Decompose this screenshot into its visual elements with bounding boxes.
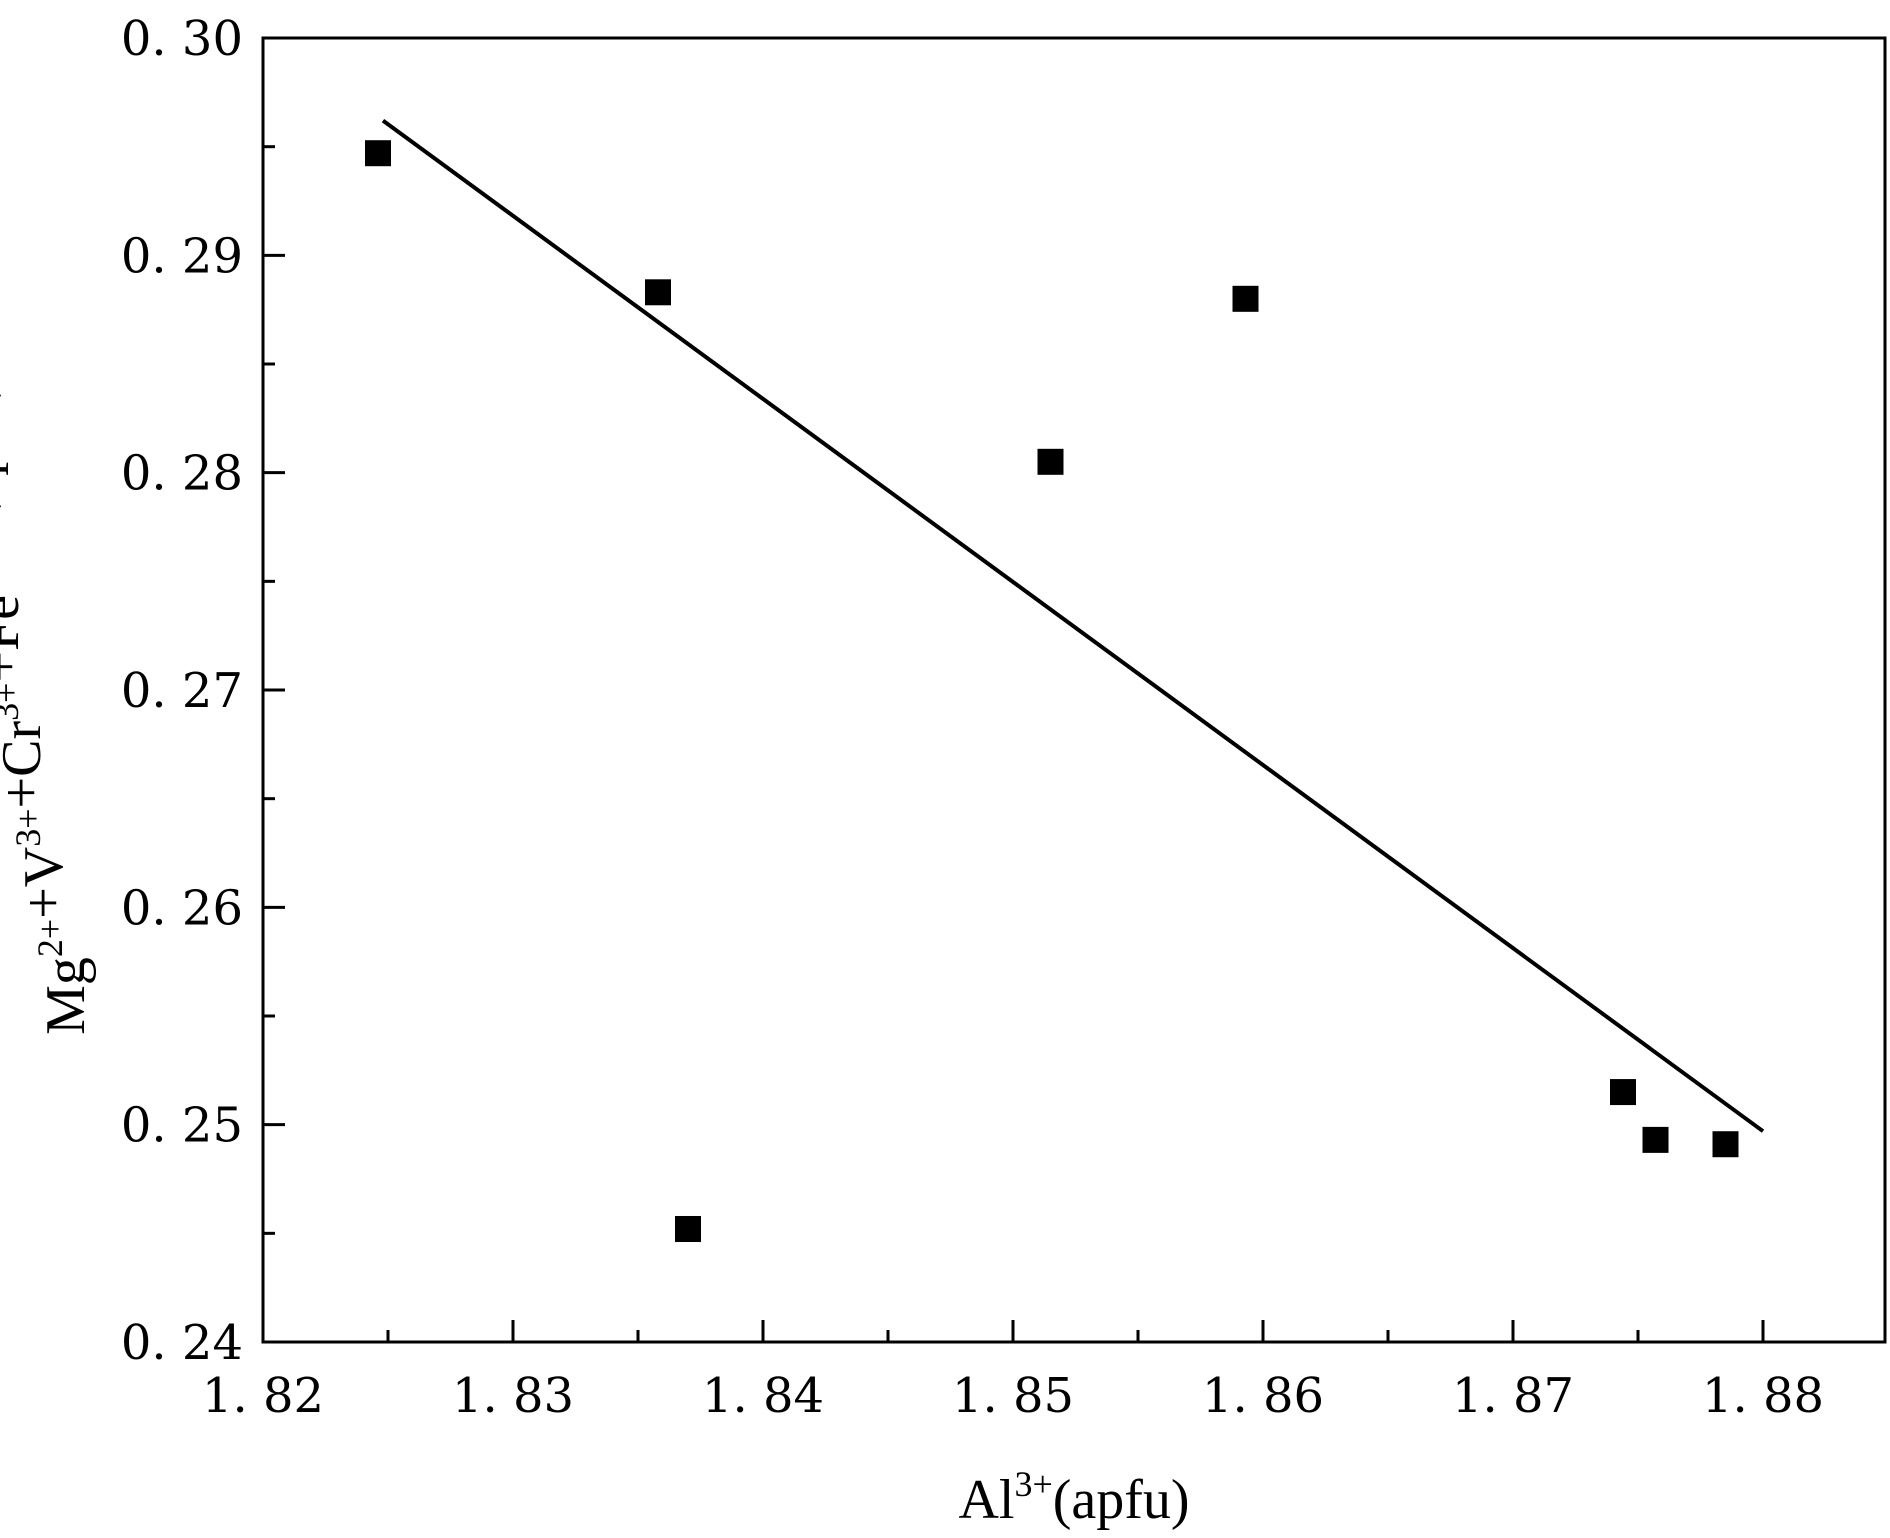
tick-labels: 1. 82 1. 83 1. 84 1. 85 1. 86 1. 87 1. 88 0. 24…	[121, 11, 1824, 1424]
data-point	[645, 279, 671, 306]
y-tick-label: 0. 30	[121, 11, 243, 67]
x-tick-label: 1. 83	[452, 1368, 574, 1424]
x-tick-label: 1. 84	[702, 1368, 824, 1424]
data-point	[365, 140, 391, 167]
y-tick-label: 0. 25	[121, 1098, 243, 1154]
plot-frame	[261, 36, 1887, 1344]
data-point	[675, 1215, 701, 1242]
y-axis-title: Mg2++V3++Cr3++Fe2+（apfu）	[0, 345, 97, 1035]
axis-ticks	[261, 36, 1765, 1344]
data-points	[365, 140, 1739, 1242]
data-point	[1037, 448, 1064, 475]
data-point	[1610, 1079, 1636, 1106]
x-tick-label: 1. 86	[1202, 1368, 1324, 1424]
y-tick-label: 0. 26	[121, 880, 243, 936]
x-axis-title: Al3+(apfu)	[958, 1464, 1189, 1531]
y-tick-label: 0. 29	[121, 228, 243, 284]
x-tick-label: 1. 82	[202, 1368, 324, 1424]
regression-line-group	[381, 118, 1765, 1133]
y-tick-label: 0. 27	[121, 663, 243, 719]
x-tick-label: 1. 87	[1452, 1368, 1574, 1424]
data-point	[1712, 1131, 1739, 1158]
y-tick-label: 0. 28	[121, 446, 243, 502]
data-point	[1232, 285, 1259, 312]
y-tick-label: 0. 24	[121, 1315, 243, 1371]
regression-line	[381, 118, 1765, 1133]
x-tick-label: 1. 88	[1702, 1368, 1824, 1424]
data-point	[1642, 1126, 1669, 1153]
x-tick-label: 1. 85	[952, 1368, 1074, 1424]
